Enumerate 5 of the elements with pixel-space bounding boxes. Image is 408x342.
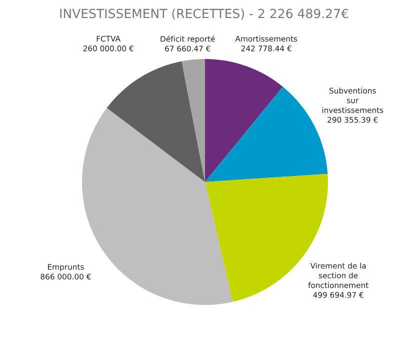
pie-slice bbox=[82, 108, 233, 305]
pie-slice bbox=[205, 59, 283, 182]
pie-slice bbox=[106, 61, 205, 182]
chart-title: INVESTISSEMENT (RECETTES) - 2 226 489.27€ bbox=[60, 8, 348, 20]
pie-slice bbox=[182, 59, 205, 182]
